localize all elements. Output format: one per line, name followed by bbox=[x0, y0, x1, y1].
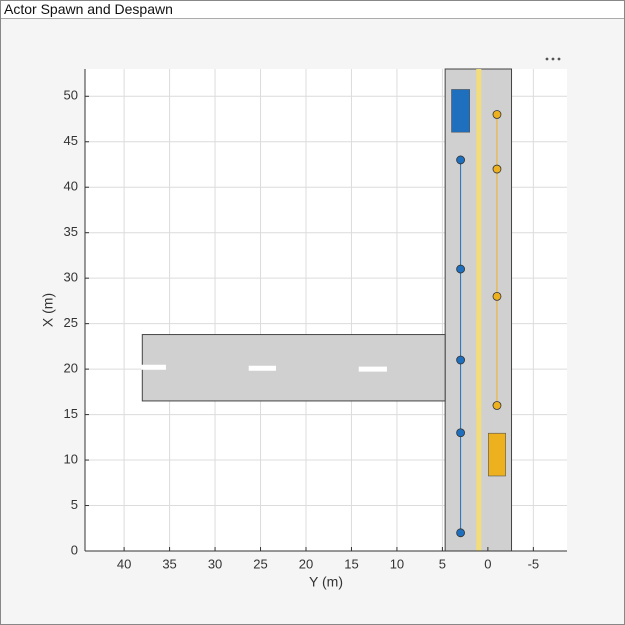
x-tick-label: 15 bbox=[344, 556, 358, 571]
x-tick-label: 30 bbox=[208, 556, 222, 571]
x-tick-label: 40 bbox=[117, 556, 131, 571]
vehicle bbox=[451, 89, 470, 133]
waypoint bbox=[456, 264, 465, 274]
more-menu[interactable] bbox=[545, 57, 561, 61]
road bbox=[141, 334, 446, 402]
waypoint bbox=[456, 155, 465, 165]
waypoint bbox=[456, 428, 465, 438]
y-tick-label: 25 bbox=[64, 315, 78, 330]
y-tick-label: 15 bbox=[64, 406, 78, 421]
y-tick-label: 20 bbox=[64, 361, 78, 376]
waypoint bbox=[492, 291, 502, 301]
waypoint bbox=[492, 110, 502, 119]
y-tick-label: 40 bbox=[64, 179, 78, 194]
y-tick-label: 30 bbox=[64, 270, 78, 285]
x-tick-label: 10 bbox=[390, 556, 404, 571]
waypoint bbox=[456, 528, 465, 538]
x-tick-label: 5 bbox=[439, 556, 446, 571]
waypoint bbox=[456, 355, 465, 365]
y-tick-label: 0 bbox=[71, 542, 78, 557]
plot-layer bbox=[85, 68, 567, 552]
y-tick-label: 10 bbox=[64, 451, 78, 466]
x-tick-label: 25 bbox=[253, 556, 267, 571]
y-tick-label: 35 bbox=[64, 224, 78, 239]
x-tick-label: 0 bbox=[484, 556, 491, 571]
x-tick-label: 20 bbox=[299, 556, 313, 571]
waypoint bbox=[492, 401, 502, 410]
y-tick-label: 5 bbox=[71, 497, 78, 512]
waypoint bbox=[492, 164, 502, 174]
x-axis-label: Y (m) bbox=[309, 574, 343, 590]
y-tick-label: 50 bbox=[64, 88, 78, 103]
y-tick-label: 45 bbox=[64, 133, 78, 148]
window-title: Actor Spawn and Despawn bbox=[1, 1, 624, 19]
x-tick-label: -5 bbox=[528, 556, 540, 571]
y-axis-label: X (m) bbox=[40, 293, 56, 327]
vehicle bbox=[488, 432, 506, 477]
x-tick-label: 35 bbox=[162, 556, 176, 571]
